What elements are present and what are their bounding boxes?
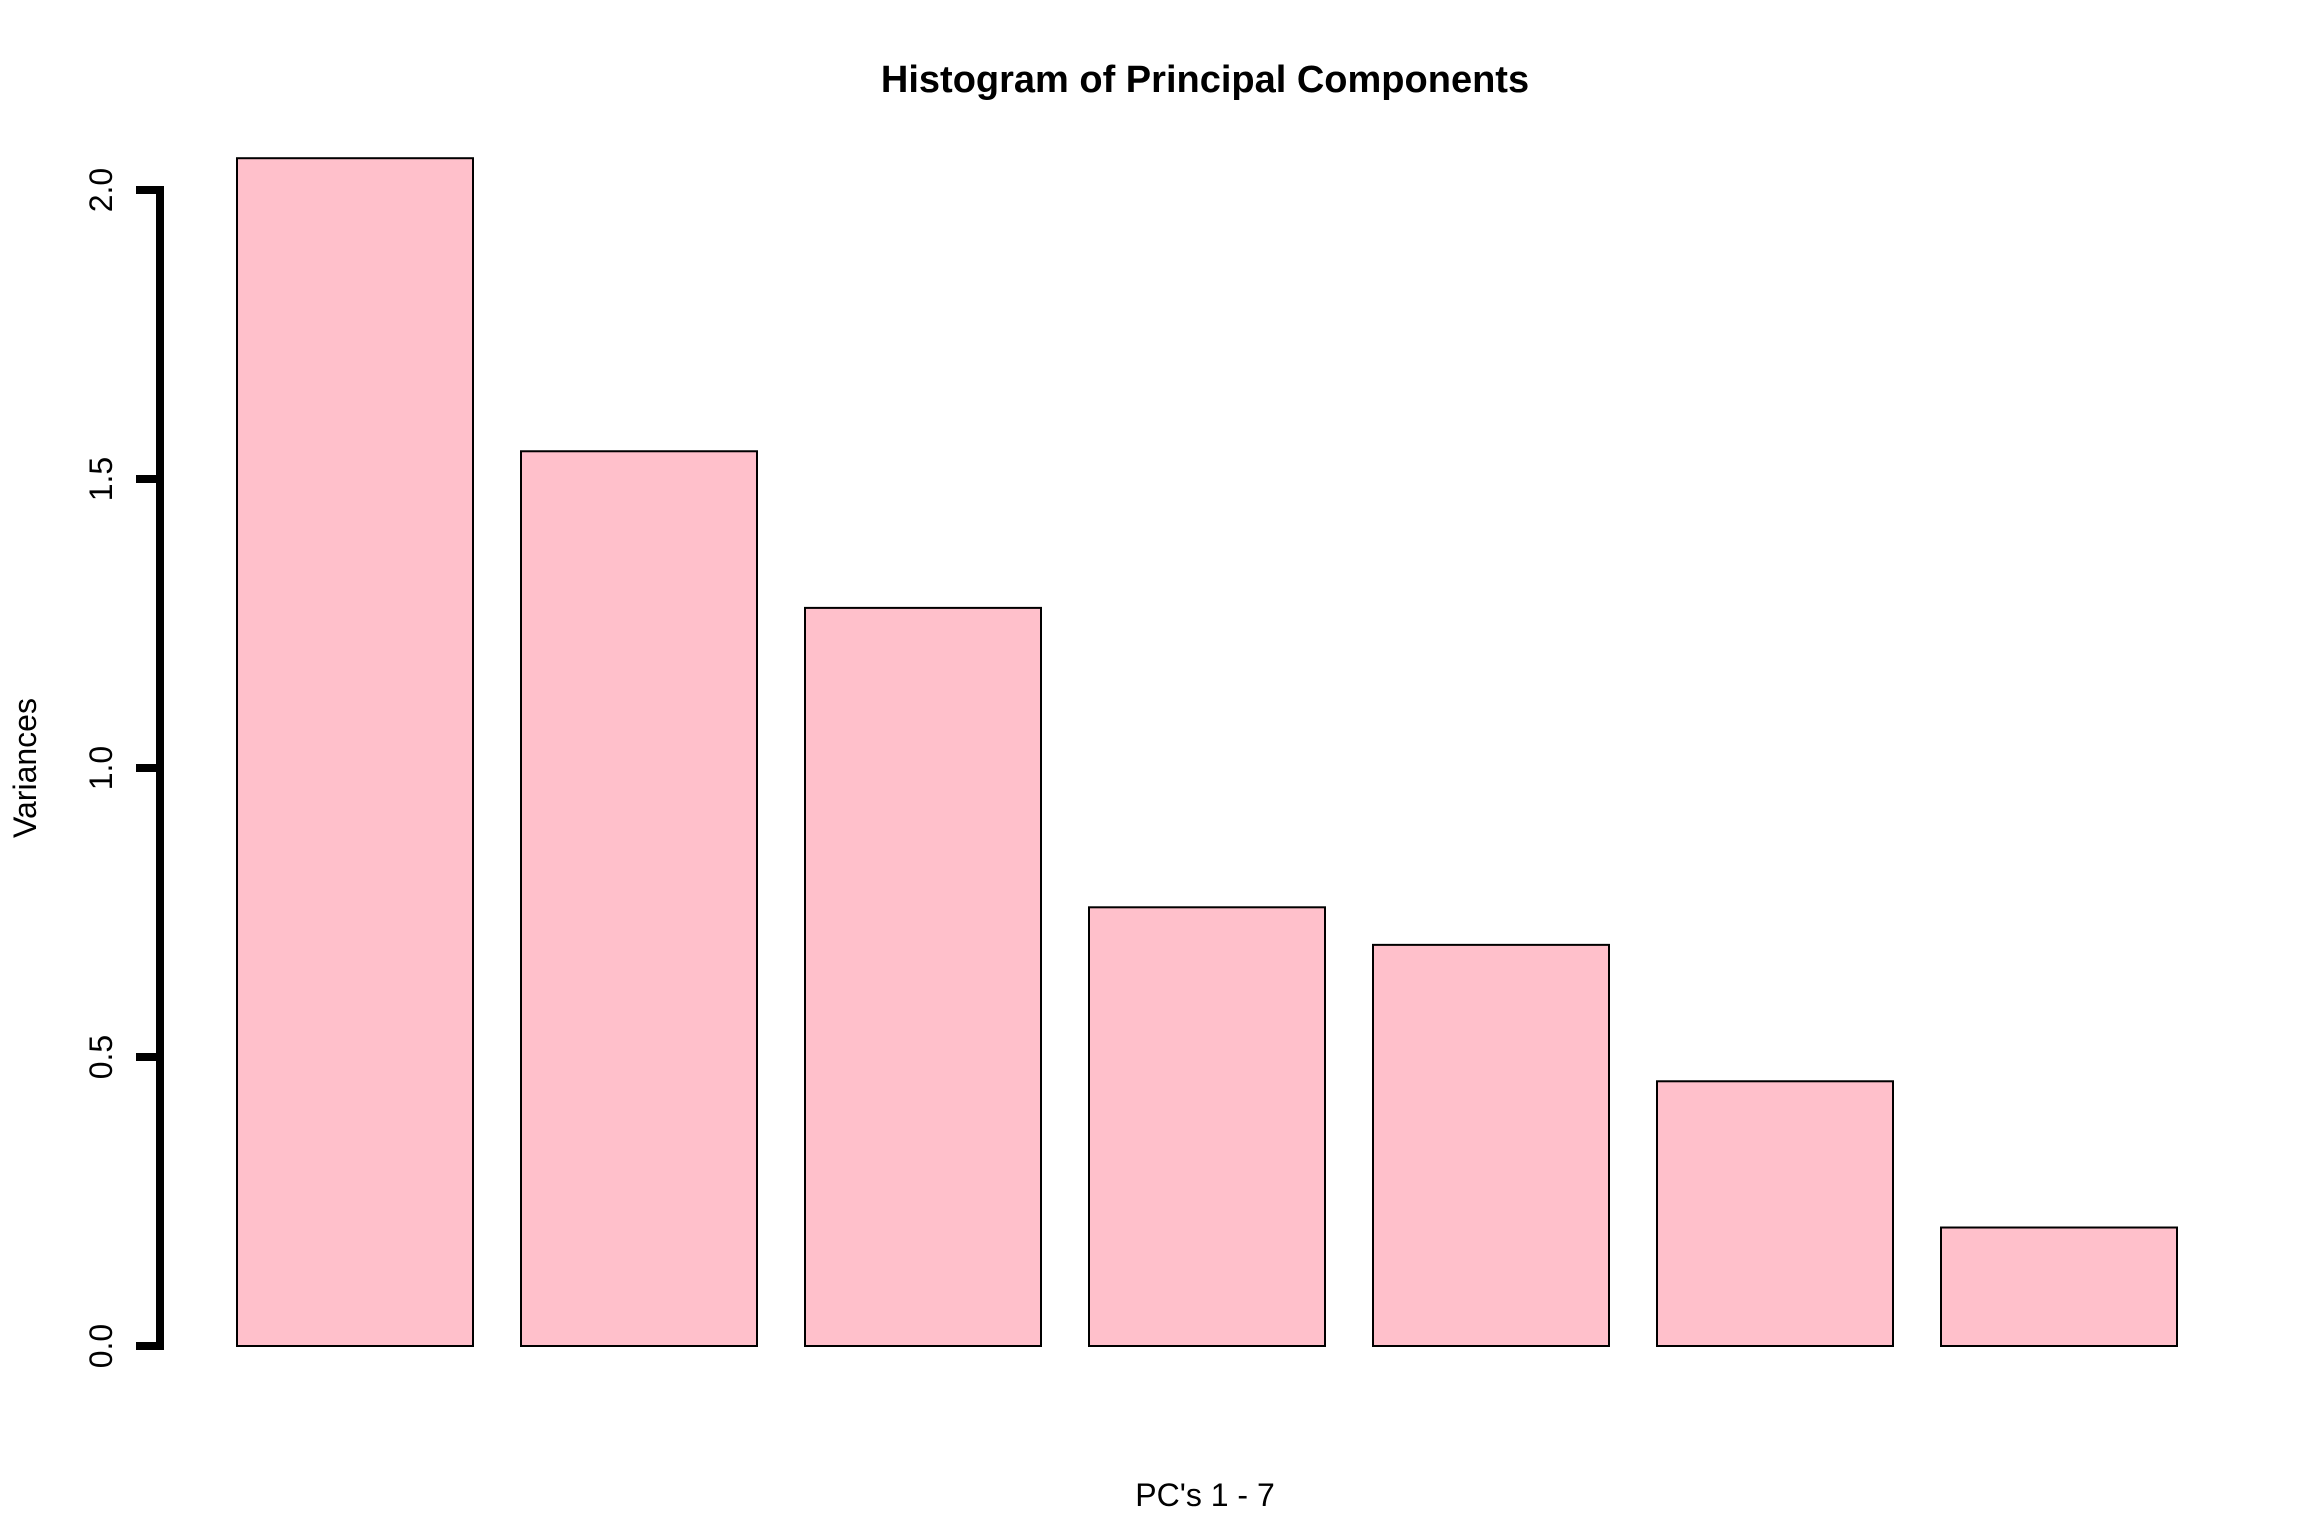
- bar-pc-3: [804, 606, 1042, 1347]
- y-tick-label: 1.0: [83, 746, 119, 790]
- bar-pc-6: [1656, 1080, 1894, 1347]
- x-axis-label: PC's 1 - 7: [1135, 1477, 1274, 1513]
- bar-group: [236, 157, 2178, 1348]
- chart-title: Histogram of Principal Components: [881, 59, 1529, 101]
- y-tick-label: 1.5: [83, 457, 119, 501]
- y-tick-label: 0.0: [83, 1324, 119, 1368]
- y-axis-label: Variances: [7, 698, 43, 838]
- bar-pc-7: [1940, 1226, 2178, 1348]
- y-tick-label: 2.0: [83, 168, 119, 212]
- y-ticks: 0.0 0.5 1.0 1.5 2.0: [83, 168, 164, 1368]
- bar-pc-2: [520, 450, 758, 1348]
- bar-pc-5: [1372, 943, 1610, 1347]
- y-axis: 0.0 0.5 1.0 1.5 2.0: [83, 168, 164, 1368]
- bar-pc-4: [1088, 906, 1326, 1347]
- y-tick-label: 0.5: [83, 1035, 119, 1079]
- bar-pc-1: [236, 157, 474, 1348]
